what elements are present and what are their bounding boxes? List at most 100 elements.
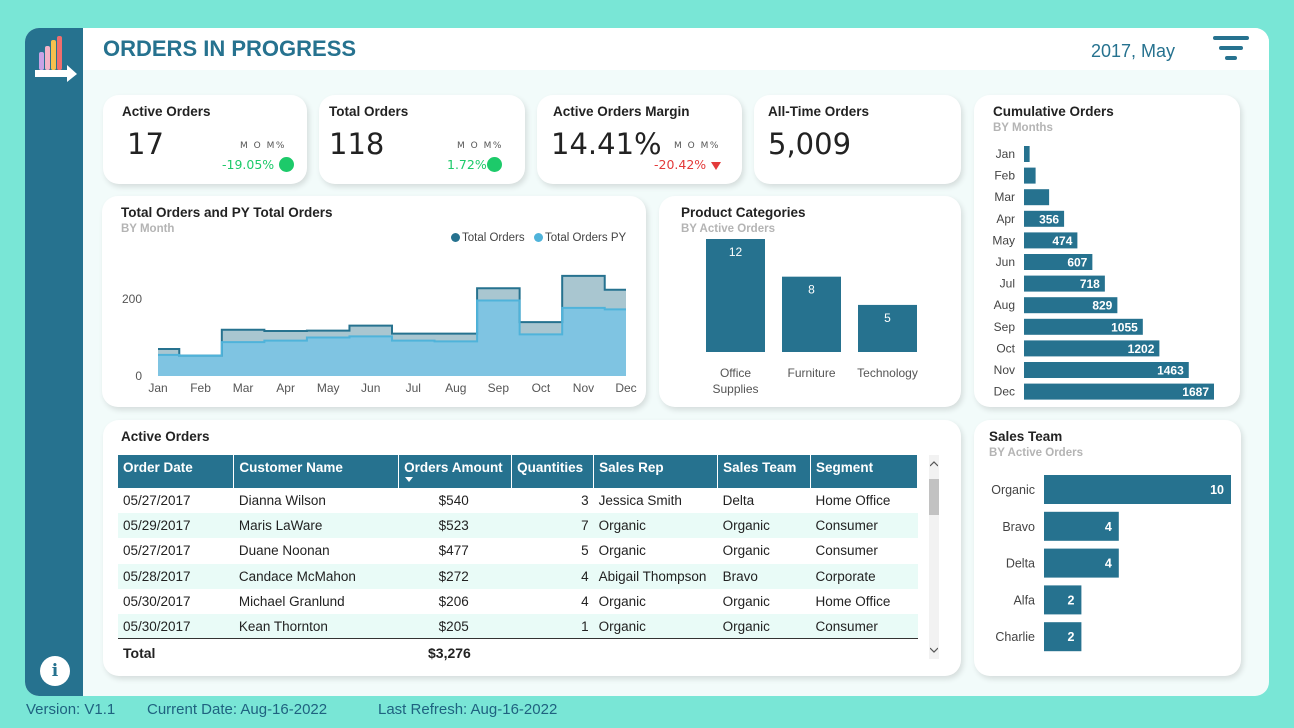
category-label: Organic: [991, 483, 1035, 497]
chart-subtitle: BY Months: [993, 122, 1053, 134]
bar: [1024, 210, 1065, 227]
category-label: Alfa: [1013, 593, 1035, 607]
footer-current-date: Current Date: Aug-16-2022: [147, 701, 328, 718]
data-label: 1463: [1157, 364, 1184, 378]
cell-sales-team: Bravo: [717, 563, 811, 589]
series-total-orders-line: [158, 274, 626, 357]
cell-sales-rep: Organic: [598, 543, 646, 559]
info-button[interactable]: i: [40, 656, 70, 686]
cell-customer-name: Candace McMahon: [233, 563, 399, 589]
data-label: 4: [1105, 557, 1112, 571]
x-tick-label: Jul: [406, 381, 421, 395]
cell-segment: Corporate: [810, 563, 918, 589]
mom-label: M O M%: [240, 141, 286, 151]
date-selection[interactable]: 2017, May: [1091, 41, 1176, 61]
bar: [1024, 318, 1143, 335]
category-label: Jun: [996, 255, 1015, 269]
legend-label: Total Orders: [462, 232, 525, 244]
category-label: Jan: [996, 147, 1015, 161]
bar: [1024, 362, 1189, 378]
cell-customer-name: Maris LaWare: [233, 513, 399, 539]
y-tick-label: 0: [135, 369, 142, 383]
category-label: Office: [720, 366, 751, 380]
scrollbar-thumb[interactable]: [929, 479, 939, 515]
page-title: ORDERS IN PROGRESS: [103, 36, 357, 61]
chart-subtitle: BY Active Orders: [681, 223, 775, 235]
bar: [858, 304, 917, 352]
monthly-area-chart[interactable]: Jan Feb Mar Apr May Jun Jul Aug Sep Oct Nov Dec 200 0: [102, 196, 646, 407]
table-header-row: Order Date Customer Name Orders Amount Q…: [118, 455, 918, 488]
cell-sales-team: Organic: [722, 543, 770, 559]
column-header[interactable]: Quantities: [511, 455, 595, 488]
data-label: 607: [1067, 256, 1087, 270]
cell-order-date: 05/28/2017: [118, 563, 234, 589]
column-header[interactable]: Customer Name: [233, 455, 400, 488]
chart-subtitle: BY Month: [121, 223, 175, 235]
header-bar: ORDERS IN PROGRESS 2017, May: [83, 28, 1269, 70]
chart-title: Product Categories: [681, 205, 806, 220]
y-tick-label: 200: [122, 292, 142, 306]
bar: [1044, 475, 1231, 504]
cell-sales-rep: Organic: [593, 613, 718, 640]
cell-order-date: 05/27/2017: [123, 493, 191, 509]
data-label: 12: [729, 245, 743, 259]
x-tick-label: Mar: [233, 381, 254, 395]
cell-quantities: 4: [511, 563, 594, 589]
table-row[interactable]: 05/30/2017 Kean Thornton $205 1 Organic …: [118, 613, 918, 640]
legend-total-orders[interactable]: Total Orders: [451, 232, 525, 244]
kpi-card-all-time: All-Time Orders 5,009: [754, 95, 961, 184]
scroll-up-icon[interactable]: [930, 461, 938, 467]
active-orders-card: Active Orders Order Date Customer Name O…: [103, 420, 961, 676]
product-categories-chart[interactable]: 12 Office Supplies 8 Furniture 5 Technology: [659, 196, 961, 407]
cell-sales-rep: Jessica Smith: [598, 493, 682, 509]
cumulative-orders-chart[interactable]: Jan Feb Mar Apr 356 May 474 Jun 607 Jul 718 Aug 829 S…: [974, 95, 1240, 407]
cell-segment: Consumer: [815, 543, 878, 559]
column-header[interactable]: Orders Amount: [398, 455, 513, 488]
table-scrollbar[interactable]: [929, 455, 939, 659]
category-label: Aug: [994, 298, 1015, 312]
column-header[interactable]: Order Date: [118, 455, 235, 488]
footer-last-refresh: Last Refresh: Aug-16-2022: [378, 701, 558, 718]
kpi-label: Active Orders: [122, 104, 211, 119]
scroll-down-icon[interactable]: [930, 647, 938, 653]
column-header[interactable]: Segment: [810, 455, 918, 488]
column-header-label: Orders Amount: [404, 460, 503, 475]
cell-sales-team: Organic: [717, 613, 811, 640]
data-label: 1055: [1111, 320, 1138, 334]
x-tick-label: Feb: [190, 381, 211, 395]
table-row[interactable]: 05/29/2017 Maris LaWare $523 7 Organic O…: [118, 513, 918, 539]
legend-total-orders-py[interactable]: Total Orders PY: [534, 232, 626, 244]
cell-order-date: 05/30/2017: [118, 613, 234, 640]
category-label: Feb: [994, 169, 1015, 183]
sales-team-card: Sales Team BY Active Orders Organic 10 Bra…: [974, 420, 1241, 676]
table-row[interactable]: 05/28/2017 Candace McMahon $272 4 Abigai…: [118, 563, 918, 589]
filter-icon[interactable]: [1213, 34, 1249, 64]
data-label: 4: [1105, 520, 1112, 534]
table-row[interactable]: 05/27/2017 Dianna Wilson $540 3 Jessica …: [118, 488, 918, 513]
x-tick-label: Nov: [573, 381, 594, 395]
cell-quantities: 7: [511, 513, 594, 539]
column-header[interactable]: Sales Rep: [593, 455, 719, 488]
status-indicator-icon: [279, 157, 294, 172]
category-label: Dec: [994, 385, 1015, 399]
sales-team-chart[interactable]: Organic 10 Bravo 4 Delta 4 Alfa 2 Charlie 2: [974, 420, 1241, 676]
cell-sales-rep: Organic: [593, 513, 718, 539]
table-title: Active Orders: [121, 429, 210, 444]
cell-segment: Home Office: [815, 593, 891, 609]
bar: [1024, 254, 1093, 270]
kpi-card-active-orders: Active Orders 17 M O M% -19.05%: [103, 95, 307, 184]
orders-table: Order Date Customer Name Orders Amount Q…: [118, 455, 918, 640]
table-row[interactable]: 05/27/2017 Duane Noonan $477 5 Organic O…: [118, 538, 918, 563]
table-row[interactable]: 05/30/2017 Michael Granlund $206 4 Organ…: [118, 589, 918, 614]
column-header[interactable]: Sales Team: [717, 455, 812, 488]
kpi-value: 5,009: [768, 127, 852, 161]
legend-marker-icon: [534, 233, 543, 243]
series-total-orders-py-line: [158, 299, 626, 357]
category-label: Delta: [1006, 557, 1035, 571]
table-total-row: Total $3,276: [118, 638, 918, 668]
cell-sales-team: Organic: [722, 593, 770, 609]
category-label: May: [992, 233, 1015, 247]
sidebar: i: [25, 28, 83, 696]
cell-orders-amount: $206: [438, 593, 469, 609]
down-arrow-icon: [711, 162, 721, 170]
